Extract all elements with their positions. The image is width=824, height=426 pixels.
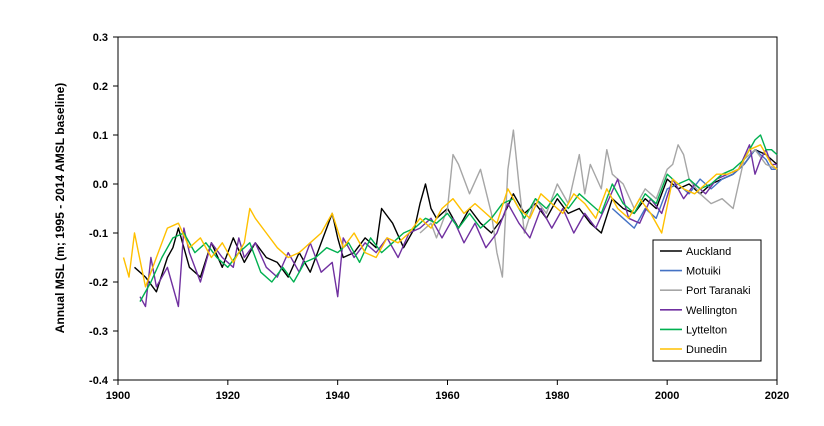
y-tick-label: 0.0 (93, 179, 108, 191)
legend-label: Motuiki (686, 266, 721, 278)
y-tick-label: -0.4 (89, 375, 109, 387)
x-tick-label: 1940 (325, 390, 349, 402)
series-line-lyttelton (139, 134, 778, 302)
y-tick-label: 0.2 (93, 81, 108, 93)
series-line-port-taranaki (419, 129, 778, 278)
y-tick-label: 0.3 (93, 32, 108, 44)
legend-label: Wellington (686, 305, 737, 317)
x-tick-label: 2020 (765, 390, 789, 402)
legend-label: Port Taranaki (686, 285, 751, 297)
legend-label: Auckland (686, 246, 731, 258)
x-tick-label: 1900 (106, 390, 130, 402)
y-tick-label: 0.1 (93, 130, 108, 142)
series-line-auckland (134, 148, 778, 293)
legend-label: Dunedin (686, 344, 727, 356)
legend-label: Lyttelton (686, 324, 727, 336)
series-lines (122, 129, 778, 308)
y-axis-label: Annual MSL (m; 1995 - 2014 AMSL baseline… (53, 83, 67, 334)
axes: -0.4 -0.3 -0.2 -0.1 0.0 0.1 0.2 0.3 1900 1920 1940… (89, 32, 789, 402)
y-tick-label: -0.3 (89, 326, 108, 338)
legend: Auckland Motuiki Port Taranaki Wellington Ly… (652, 239, 762, 362)
y-tick-label: -0.1 (89, 228, 108, 240)
series-line-motuiki (611, 148, 777, 229)
y-tick-label: -0.2 (89, 277, 108, 289)
series-line-dunedin (122, 144, 778, 288)
x-tick-label: 1920 (216, 390, 240, 402)
series-line-wellington (139, 144, 777, 308)
x-tick-label: 1980 (545, 390, 569, 402)
x-tick-label: 2000 (655, 390, 679, 402)
x-tick-label: 1960 (435, 390, 459, 402)
legend-box (652, 239, 762, 362)
